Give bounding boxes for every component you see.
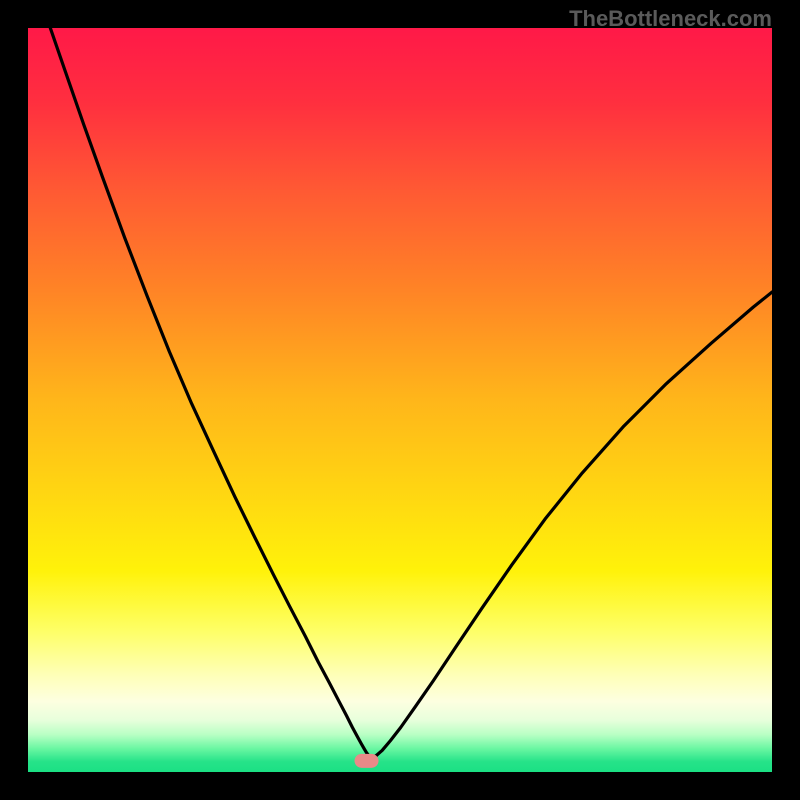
watermark-text: TheBottleneck.com (569, 6, 772, 32)
plot-gradient-background (28, 28, 772, 772)
optimal-point-marker (355, 754, 379, 768)
chart-container: TheBottleneck.com (0, 0, 800, 800)
bottleneck-chart (0, 0, 800, 800)
